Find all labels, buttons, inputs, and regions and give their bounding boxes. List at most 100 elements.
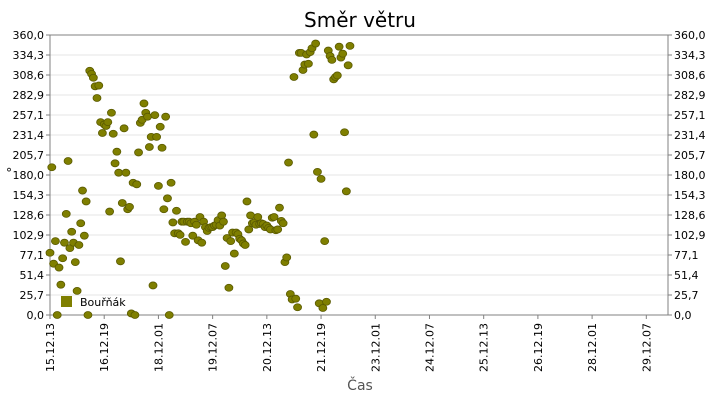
y-tick-label-left: 180,0 bbox=[13, 169, 45, 182]
data-point bbox=[110, 159, 120, 168]
data-point bbox=[273, 225, 283, 234]
data-point bbox=[284, 158, 293, 167]
legend-label: Bouřňák bbox=[80, 296, 126, 309]
x-tick-label: 16.12.19 bbox=[98, 323, 111, 372]
y-tick-label-left: 308,6 bbox=[13, 69, 45, 82]
data-point bbox=[168, 218, 178, 227]
y-tick-label-left: 51,4 bbox=[20, 269, 45, 282]
y-axis-left: 0,0 25,7 51,4 77,1 102,9 128,6 154,3 180,0 205,7… bbox=[13, 29, 50, 322]
data-point bbox=[175, 230, 185, 239]
data-point bbox=[338, 49, 348, 58]
x-tick-label: 15.12.13 bbox=[44, 323, 57, 372]
x-tick-label: 18.12.01 bbox=[152, 323, 165, 372]
y-tick-label-right: 334,3 bbox=[674, 49, 706, 62]
data-point bbox=[51, 237, 60, 246]
data-point bbox=[242, 197, 252, 206]
data-point bbox=[58, 254, 68, 263]
data-point bbox=[340, 128, 349, 137]
data-point bbox=[139, 99, 149, 108]
y-axis-right: 0,0 25,7 51,4 77,1 102,9 128,6 154,3 180,0 205,7… bbox=[668, 29, 706, 322]
data-point bbox=[114, 168, 124, 177]
y-tick-label-left: 102,9 bbox=[13, 229, 45, 242]
data-point bbox=[144, 143, 154, 151]
data-point bbox=[107, 108, 116, 117]
data-point bbox=[83, 311, 93, 319]
data-point bbox=[72, 286, 82, 295]
data-point bbox=[220, 262, 230, 270]
data-point bbox=[188, 231, 198, 240]
data-point bbox=[226, 237, 236, 246]
x-tick-label: 24.12.07 bbox=[423, 323, 436, 372]
data-point bbox=[313, 167, 322, 176]
data-point bbox=[70, 258, 80, 267]
data-point bbox=[229, 249, 239, 258]
y-tick-label-right: 77,1 bbox=[674, 249, 699, 262]
data-point bbox=[117, 199, 127, 207]
data-point bbox=[240, 241, 250, 249]
y-tick-label-right: 205,7 bbox=[674, 149, 706, 162]
data-point bbox=[289, 73, 299, 81]
data-point bbox=[219, 217, 228, 226]
y-tick-label-left: 360,0 bbox=[13, 29, 45, 42]
data-point bbox=[309, 130, 319, 139]
data-point bbox=[166, 178, 176, 187]
data-point bbox=[61, 209, 71, 218]
y-tick-label-left: 205,7 bbox=[13, 149, 45, 162]
y-tick-label-left: 0,0 bbox=[27, 309, 45, 322]
data-point bbox=[157, 143, 167, 152]
data-point bbox=[316, 174, 326, 183]
x-tick-label: 23.12.01 bbox=[369, 323, 382, 372]
data-point bbox=[244, 225, 254, 234]
data-point bbox=[343, 61, 353, 70]
y-tick-label-right: 102,9 bbox=[674, 229, 706, 242]
x-tick-label: 21.12.19 bbox=[315, 323, 328, 372]
data-point bbox=[121, 168, 131, 177]
data-point bbox=[304, 59, 313, 68]
data-point bbox=[148, 281, 158, 290]
data-point bbox=[105, 207, 115, 216]
data-point bbox=[88, 73, 98, 82]
x-tick-label: 28.12.01 bbox=[586, 323, 599, 372]
y-tick-label-right: 257,1 bbox=[674, 109, 706, 122]
data-point bbox=[322, 297, 331, 306]
data-point bbox=[92, 94, 102, 102]
data-point bbox=[76, 219, 86, 228]
grid-lines bbox=[50, 34, 668, 316]
data-point bbox=[56, 280, 66, 289]
y-tick-label-left: 257,1 bbox=[13, 109, 45, 122]
y-tick-label-right: 0,0 bbox=[674, 309, 692, 322]
data-point bbox=[172, 206, 181, 215]
legend: Bouřňák bbox=[61, 296, 126, 309]
data-point bbox=[282, 253, 292, 262]
y-axis-label: ° bbox=[6, 166, 12, 180]
y-tick-label-right: 360,0 bbox=[674, 29, 706, 42]
data-point bbox=[74, 241, 84, 249]
y-tick-label-left: 154,3 bbox=[13, 189, 45, 202]
plot-frame bbox=[49, 34, 669, 316]
data-point bbox=[275, 203, 284, 212]
data-point bbox=[197, 238, 207, 247]
x-tick-label: 25.12.13 bbox=[478, 323, 491, 372]
data-point bbox=[159, 205, 169, 214]
data-point bbox=[291, 294, 301, 303]
data-point bbox=[345, 41, 355, 50]
data-point bbox=[54, 263, 64, 272]
data-point bbox=[108, 129, 118, 138]
y-tick-label-right: 282,9 bbox=[674, 89, 706, 102]
data-point bbox=[81, 197, 91, 206]
data-point bbox=[52, 311, 62, 319]
data-point bbox=[332, 71, 342, 80]
y-tick-label-right: 308,6 bbox=[674, 69, 706, 82]
y-tick-label-right: 25,7 bbox=[674, 289, 699, 302]
data-points bbox=[45, 39, 355, 319]
data-point bbox=[60, 238, 69, 247]
data-point bbox=[103, 118, 113, 127]
data-point bbox=[63, 157, 73, 165]
y-tick-label-right: 180,0 bbox=[674, 169, 706, 182]
data-point bbox=[119, 124, 129, 133]
data-point bbox=[67, 227, 77, 236]
y-tick-label-left: 231,4 bbox=[13, 129, 45, 142]
y-tick-label-left: 77,1 bbox=[20, 249, 45, 262]
data-point bbox=[78, 186, 87, 195]
data-point bbox=[278, 219, 288, 228]
